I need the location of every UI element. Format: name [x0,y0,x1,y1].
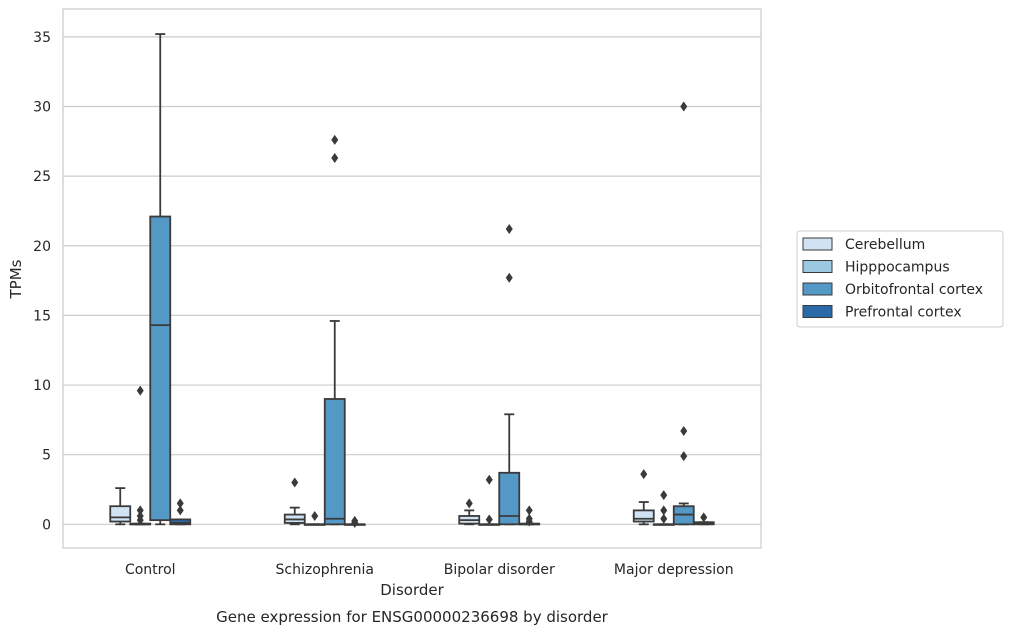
outlier-point [136,505,144,516]
y-tick-label: 20 [33,239,51,255]
box-hipppocampus [478,474,501,526]
box-orbitofrontal-cortex [498,224,521,526]
box-cerebellum [458,498,481,526]
outlier-point [291,477,299,488]
outlier-point [136,385,144,396]
outlier-point [680,451,688,462]
outlier-point [351,515,359,526]
outlier-point [660,505,668,516]
outlier-point [485,474,493,485]
chart-caption: Gene expression for ENSG00000236698 by d… [216,608,609,626]
box-orbitofrontal-cortex [672,101,695,526]
outlier-point [136,510,144,521]
box-iqr [109,505,132,523]
x-tick-labels: Control Schizophrenia Bipolar disorder Majo… [125,562,734,578]
box-iqr [632,509,655,523]
box-prefrontal-cortex [692,512,715,526]
outlier-point [525,513,533,524]
outlier-point [525,505,533,516]
y-tick-label: 25 [33,169,51,185]
legend-swatch [802,282,833,296]
box-prefrontal-cortex [169,498,192,526]
outlier-point [485,514,493,525]
y-tick-label: 30 [33,99,51,115]
outlier-point [680,101,688,112]
outlier-point [311,510,319,521]
box-iqr [149,215,172,522]
outlier-point [176,498,184,509]
outlier-point [331,153,339,164]
box-cerebellum [283,477,306,526]
plot-frame [62,8,762,549]
box-orbitofrontal-cortex [149,33,172,526]
box-hipppocampus [129,385,152,526]
box-iqr [169,518,192,526]
outlier-point [331,134,339,145]
x-tick-label: Schizophrenia [276,562,374,578]
box-prefrontal-cortex [343,515,366,528]
outlier-point [505,272,513,283]
box-prefrontal-cortex [518,505,541,527]
y-tick-label: 15 [33,308,51,324]
legend-swatch [802,305,833,318]
y-tick-label: 10 [33,378,51,394]
box-groups [109,33,715,528]
outlier-point [660,490,668,501]
legend-label: Prefrontal cortex [845,305,962,321]
x-tick-label: Major depression [614,562,734,578]
x-tick-label: Control [125,562,176,578]
x-axis-label: Disorder [380,581,444,599]
box-cerebellum [632,469,655,526]
box-iqr [323,398,346,526]
legend: Cerebellum Hipppocampus Orbitofrontal cort… [796,230,1004,328]
outlier-point [176,505,184,516]
legend-frame [796,230,1004,328]
box-iqr [498,471,521,526]
outlier-point [700,512,708,523]
outlier-point [465,498,473,509]
box-orbitofrontal-cortex [323,134,346,526]
y-tick-label: 0 [42,517,51,533]
legend-swatch [802,260,833,273]
outlier-point [660,513,668,524]
outlier-point [505,224,513,235]
y-tick-label: 5 [42,448,51,464]
x-tick-label: Bipolar disorder [444,562,555,578]
y-tick-labels: 0 5 10 15 20 25 30 35 [33,30,51,533]
y-tick-label: 35 [33,30,51,46]
outlier-point [680,426,688,437]
box-cerebellum [109,487,132,526]
legend-label: Cerebellum [845,237,925,253]
outlier-point [640,469,648,480]
legend-label: Orbitofrontal cortex [845,282,983,298]
y-axis-label: TPMs [7,259,25,299]
legend-label: Hipppocampus [845,260,950,276]
legend-swatch [802,237,833,251]
